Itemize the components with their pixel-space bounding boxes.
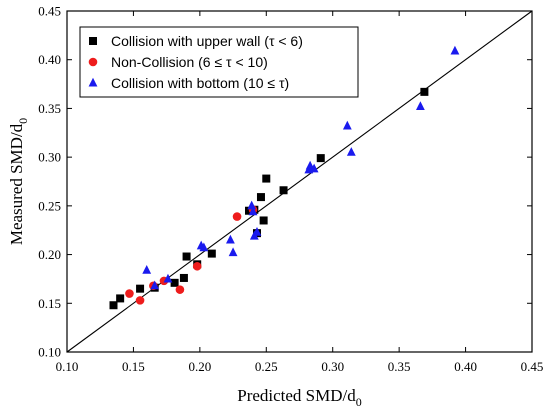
data-point-series-3 <box>163 273 173 283</box>
data-point-series-1 <box>420 87 429 96</box>
legend: Collision with upper wall (τ < 6) Non-Col… <box>79 26 359 98</box>
data-point-series-1 <box>316 154 325 163</box>
data-point-series-1 <box>262 174 271 183</box>
y-axis-title-subscript: 0 <box>16 118 30 124</box>
data-point-series-1 <box>259 216 268 225</box>
data-point-series-1 <box>256 193 265 202</box>
data-point-series-3 <box>226 234 235 244</box>
y-tick-label: 0.30 <box>38 150 61 165</box>
y-tick-label: 0.20 <box>38 247 61 262</box>
x-axis-title-main: Predicted SMD/d <box>237 386 356 405</box>
data-point-series-1 <box>207 249 216 258</box>
legend-box <box>79 26 359 98</box>
data-points-layer <box>109 45 460 310</box>
legend-label-series-3: Collision with bottom (10 ≤ τ) <box>111 75 289 91</box>
data-point-series-3 <box>248 206 258 216</box>
legend-label-series-1: Collision with upper wall (τ < 6) <box>111 33 303 49</box>
x-tick-label: 0.35 <box>388 359 411 374</box>
plot-frame <box>66 10 533 353</box>
data-point-series-3 <box>199 242 209 252</box>
y-tick-label: 0.25 <box>38 198 61 213</box>
data-point-series-2 <box>192 261 202 271</box>
y-tick-label: 0.40 <box>38 52 61 67</box>
x-axis-title: Predicted SMD/d0 <box>237 386 362 409</box>
data-point-series-3 <box>150 280 160 290</box>
data-point-series-3 <box>416 101 425 111</box>
y-axis-title: Measured SMD/d0 <box>7 118 30 245</box>
data-point-series-2 <box>232 212 242 221</box>
data-point-series-1 <box>170 278 179 287</box>
y-tick-label: 0.15 <box>38 296 61 311</box>
x-tick-label: 0.15 <box>122 359 145 374</box>
data-point-series-3 <box>342 120 352 130</box>
x-tick-label: 0.40 <box>454 359 477 374</box>
data-point-series-1 <box>136 284 145 293</box>
y-tick-label: 0.35 <box>38 101 61 116</box>
legend-items: Collision with upper wall (τ < 6) Non-Col… <box>88 33 303 91</box>
data-point-series-1 <box>182 252 191 261</box>
x-axis-title-subscript: 0 <box>356 395 362 409</box>
data-point-series-2 <box>125 289 134 298</box>
axis-ticks-layer: 0.10 0.15 0.20 0.25 0.30 0.35 0.40 0.45 0.10 0.15… <box>38 4 543 375</box>
y-tick-label: 0.45 <box>38 4 61 19</box>
data-point-series-3 <box>247 200 257 210</box>
y-axis-title-main: Measured SMD/d <box>7 123 26 245</box>
x-tick-label: 0.45 <box>521 359 544 374</box>
legend-marker-series-1 <box>89 37 97 45</box>
reference-line-layer <box>66 10 533 353</box>
data-point-series-3 <box>450 45 460 55</box>
data-point-series-3 <box>142 264 152 274</box>
y-tick-label: 0.10 <box>38 345 61 360</box>
data-point-series-1 <box>116 294 125 303</box>
reference-line <box>66 10 533 353</box>
data-point-series-3 <box>252 226 262 236</box>
data-point-series-1 <box>279 186 288 195</box>
legend-label-series-2: Non-Collision (6 ≤ τ < 10) <box>111 54 268 70</box>
data-point-series-3 <box>228 247 238 257</box>
data-point-series-3 <box>346 147 356 156</box>
legend-marker-series-3 <box>88 77 98 87</box>
x-tick-label: 0.30 <box>321 359 344 374</box>
data-point-series-2 <box>135 296 145 305</box>
x-tick-label: 0.10 <box>56 359 79 374</box>
legend-marker-series-2 <box>88 57 98 67</box>
data-point-series-2 <box>175 285 185 294</box>
x-tick-label: 0.25 <box>255 359 278 374</box>
data-point-series-3 <box>309 163 319 173</box>
data-point-series-1 <box>109 301 118 310</box>
x-tick-label: 0.20 <box>188 359 211 374</box>
data-point-series-1 <box>179 273 188 282</box>
